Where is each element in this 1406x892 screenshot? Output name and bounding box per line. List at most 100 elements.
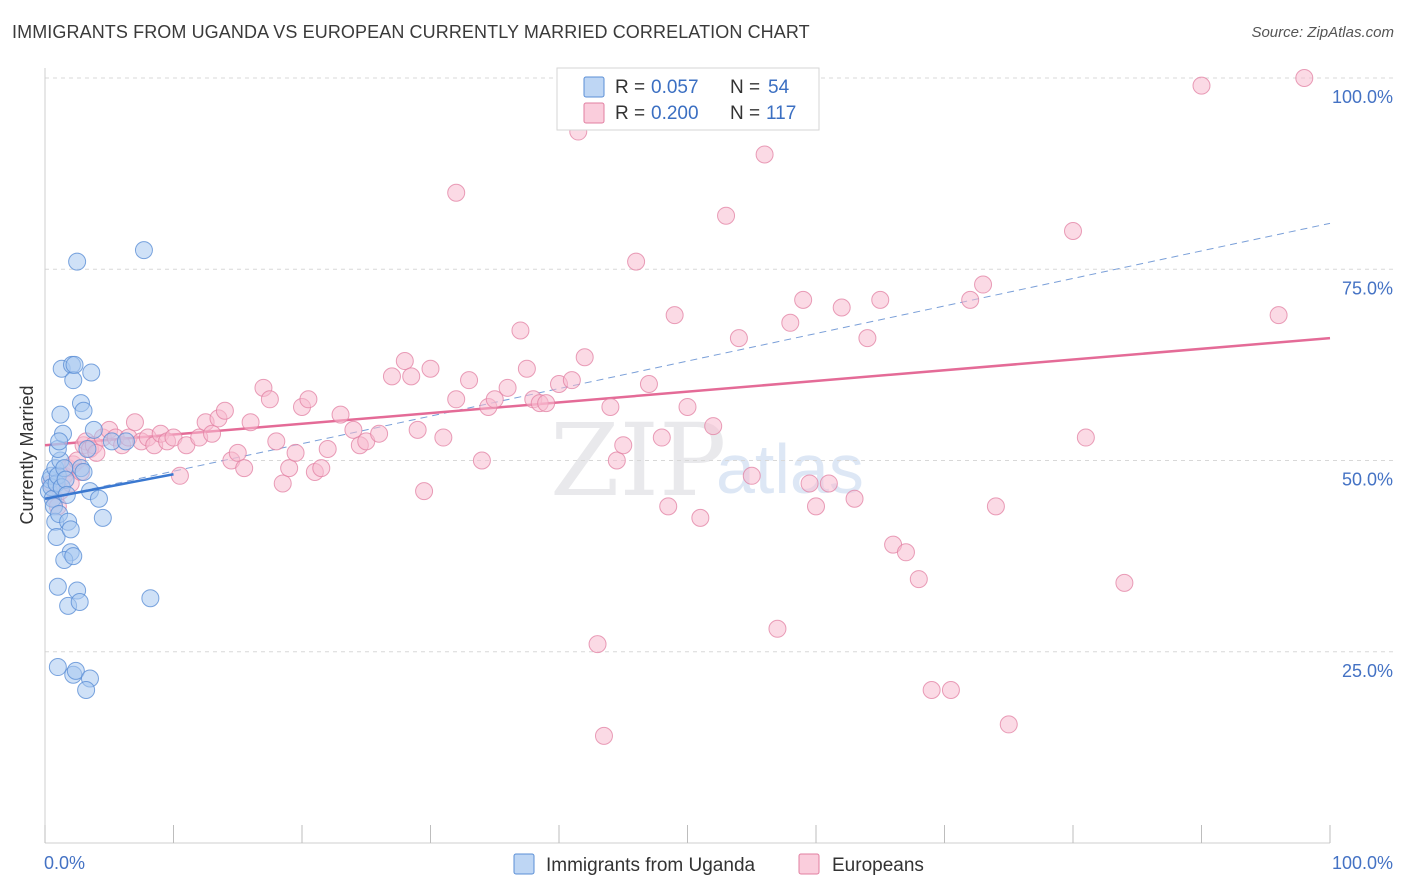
legend-swatch-europe bbox=[798, 853, 820, 875]
europeans-point bbox=[594, 726, 613, 745]
europeans-point bbox=[1269, 306, 1288, 325]
chart-title: IMMIGRANTS FROM UGANDA VS EUROPEAN CURRE… bbox=[12, 22, 810, 42]
europeans-point bbox=[485, 390, 504, 409]
europeans-point bbox=[318, 440, 337, 459]
europeans-point bbox=[421, 359, 440, 378]
europeans-point bbox=[659, 497, 678, 516]
europeans-point bbox=[370, 424, 389, 443]
europeans-point bbox=[742, 466, 761, 485]
legend: Immigrants from Uganda Europeans bbox=[513, 853, 924, 876]
europeans-point bbox=[909, 570, 928, 589]
uganda-point bbox=[61, 520, 80, 539]
source-credit: Source: ZipAtlas.com bbox=[1251, 24, 1394, 41]
x-tick-label-max: 100.0% bbox=[1332, 853, 1393, 873]
europeans-point bbox=[447, 390, 466, 409]
stats-r-label-uganda: R = bbox=[615, 77, 645, 98]
stats-n-value-uganda: 54 bbox=[768, 77, 790, 98]
stats-swatch-europe bbox=[583, 102, 605, 124]
europeans-point bbox=[999, 715, 1018, 734]
y-tick-label: 25.0% bbox=[1342, 661, 1393, 681]
stats-r-value-uganda: 0.057 bbox=[651, 77, 699, 98]
europeans-point bbox=[125, 413, 144, 432]
europeans-point bbox=[607, 451, 626, 470]
europeans-point bbox=[986, 497, 1005, 516]
europeans-point bbox=[800, 474, 819, 493]
europeans-point bbox=[402, 367, 421, 386]
stats-r-label-europe: R = bbox=[615, 103, 645, 124]
europeans-point bbox=[832, 298, 851, 317]
europeans-points bbox=[42, 69, 1314, 745]
uganda-point bbox=[74, 401, 93, 420]
uganda-point bbox=[89, 489, 108, 508]
europeans-point bbox=[652, 428, 671, 447]
europeans-point bbox=[819, 474, 838, 493]
europeans-point bbox=[639, 375, 658, 393]
europeans-point bbox=[537, 394, 556, 413]
europeans-point bbox=[1192, 76, 1211, 95]
europeans-point bbox=[447, 183, 466, 202]
europeans-point bbox=[665, 306, 684, 325]
europeans-point bbox=[267, 432, 286, 451]
europeans-point bbox=[575, 348, 594, 367]
europeans-point bbox=[511, 321, 530, 340]
europeans-point bbox=[562, 371, 581, 390]
europeans-point bbox=[286, 443, 305, 462]
europeans-point bbox=[331, 405, 350, 424]
europeans-point bbox=[1295, 69, 1314, 87]
europeans-point bbox=[517, 359, 536, 378]
uganda-point bbox=[56, 470, 75, 489]
europeans-point bbox=[203, 424, 222, 443]
europeans-point bbox=[460, 371, 479, 390]
europeans-point bbox=[845, 489, 864, 508]
europeans-point bbox=[273, 474, 292, 493]
europeans-point bbox=[691, 508, 710, 527]
europeans-point bbox=[1115, 573, 1134, 592]
uganda-point bbox=[64, 371, 83, 390]
europeans-point bbox=[280, 459, 299, 478]
stats-r-value-europe: 0.200 bbox=[651, 103, 699, 124]
europeans-point bbox=[614, 436, 633, 455]
uganda-point bbox=[66, 661, 85, 680]
uganda-point bbox=[51, 405, 70, 424]
europeans-point bbox=[678, 397, 697, 416]
uganda-trend-line bbox=[44, 473, 174, 500]
uganda-point bbox=[141, 589, 160, 608]
stats-swatch-uganda bbox=[583, 76, 605, 98]
europeans-point bbox=[807, 497, 825, 516]
uganda-point bbox=[78, 440, 97, 459]
europeans-point bbox=[717, 206, 736, 225]
uganda-point bbox=[65, 355, 84, 374]
europeans-point bbox=[241, 413, 260, 432]
europeans-point bbox=[794, 290, 813, 309]
gridlines bbox=[45, 77, 1395, 653]
europeans-point bbox=[755, 145, 774, 164]
europeans-trend-line bbox=[44, 336, 1331, 447]
europeans-point bbox=[408, 420, 427, 439]
europeans-point bbox=[235, 459, 254, 478]
europeans-point bbox=[922, 681, 941, 699]
y-tick-label: 75.0% bbox=[1342, 278, 1393, 298]
uganda-point bbox=[68, 252, 87, 271]
europeans-point bbox=[588, 635, 607, 654]
europeans-point bbox=[498, 378, 517, 397]
europeans-point bbox=[781, 313, 800, 332]
uganda-point bbox=[84, 420, 103, 439]
europeans-point bbox=[858, 329, 877, 348]
europeans-point bbox=[768, 619, 787, 638]
europeans-point bbox=[228, 443, 247, 462]
watermark-atlas: atlas bbox=[716, 430, 864, 508]
europeans-point bbox=[871, 290, 890, 309]
europeans-point bbox=[896, 543, 915, 562]
europeans-point bbox=[170, 466, 189, 485]
uganda-point bbox=[64, 547, 83, 566]
europeans-point bbox=[344, 420, 363, 439]
europeans-point bbox=[472, 451, 491, 470]
europeans-point bbox=[415, 482, 434, 501]
europeans-point bbox=[601, 397, 620, 416]
stats-n-value-europe: 117 bbox=[766, 103, 796, 124]
legend-swatch-uganda bbox=[513, 853, 535, 875]
uganda-point bbox=[74, 462, 93, 481]
europeans-point bbox=[961, 290, 980, 309]
uganda-point bbox=[47, 528, 66, 546]
